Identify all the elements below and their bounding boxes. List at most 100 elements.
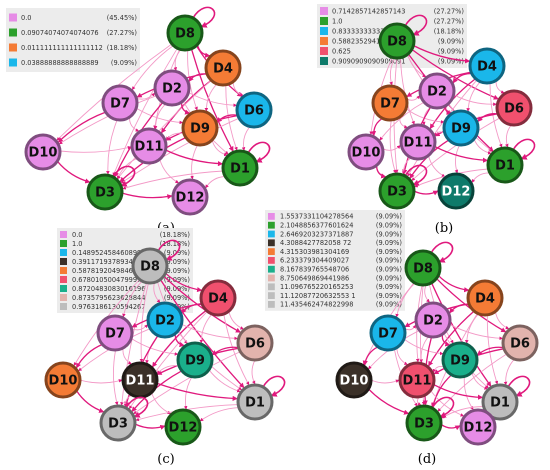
legend-label: 6.233379304409027 <box>280 257 349 265</box>
edge-D9-D1 <box>208 369 241 393</box>
node-d10: D10 <box>44 361 82 399</box>
legend-percentage: (9.09%) <box>376 248 402 256</box>
legend-swatch <box>268 230 275 238</box>
node-circle <box>204 49 242 87</box>
node-label: D10 <box>49 374 78 389</box>
legend-percentage: (27.27%) <box>434 7 464 15</box>
panel-b: 0.7142857142857143 (27.27%) 1.0 (27.27%) 0.8… <box>317 4 536 236</box>
edge-D4-D9 <box>464 313 479 344</box>
node-label: D1 <box>245 396 265 411</box>
node-circle <box>236 324 274 362</box>
node-label: D7 <box>378 327 398 342</box>
node-d3: D3 <box>99 396 149 442</box>
node-label: D9 <box>185 354 205 369</box>
node-d6: D6 <box>501 324 539 362</box>
legend-percentage: (27.27%) <box>434 17 464 25</box>
legend-swatch <box>268 239 275 247</box>
legend-label: 0.9763186130594267 <box>72 303 145 311</box>
legend-percentage: (9.09%) <box>376 274 402 282</box>
node-d11: D11 <box>398 361 436 399</box>
node-label: D4 <box>208 292 228 307</box>
legend-percentage: (9.09%) <box>376 239 402 247</box>
node-d2: D2 <box>414 301 452 339</box>
legend-label: 11.096765220165253 <box>280 283 353 291</box>
node-d3: D3 <box>378 164 428 210</box>
node-d7: D7 <box>96 314 134 352</box>
node-label: D10 <box>352 146 381 161</box>
node-label: D3 <box>95 186 115 201</box>
node-circle <box>153 69 191 107</box>
panel-caption: (b) <box>435 221 453 236</box>
legend-label: 11.435462474822998 <box>280 301 353 309</box>
self-loop <box>157 239 181 261</box>
node-d1: D1 <box>236 375 286 421</box>
legend-swatch <box>268 274 275 282</box>
node-circle <box>371 84 409 122</box>
edge-D7-D11 <box>396 347 408 366</box>
legend-swatch <box>60 285 67 292</box>
edge-D11-D12 <box>430 390 465 417</box>
legend-swatch <box>60 249 67 256</box>
node-circle <box>101 84 139 122</box>
edge-D2-D11 <box>419 336 429 363</box>
edge-D8-D7 <box>122 280 143 318</box>
legend-label: 0.011111111111111112 <box>21 44 103 52</box>
panel-c: 0.0 (18.18%) 1.0 (18.18%) 0.1489524584608998… <box>44 228 286 467</box>
legend-label: 0.625 <box>332 47 351 55</box>
legend: 0.0 (45.45%) 0.09074074074074076 (27.27%) 0.… <box>6 8 140 72</box>
node-d12: D12 <box>171 178 209 216</box>
legend-percentage: (9.09%) <box>376 301 402 309</box>
legend-background <box>265 210 405 311</box>
edge-D9-D12 <box>190 144 198 180</box>
node-label: D11 <box>126 374 155 389</box>
node-circle <box>99 404 137 442</box>
node-circle <box>442 109 480 147</box>
legend-percentage: (9.09%) <box>438 57 464 65</box>
edge-D6-D9 <box>476 346 504 356</box>
node-circle <box>369 314 407 352</box>
edge-D8-D7 <box>131 45 174 91</box>
legend-label: 8.167839765548706 <box>280 266 349 274</box>
edge-D4-D11 <box>427 310 475 367</box>
node-circle <box>181 109 219 147</box>
edge-D2-D9 <box>174 333 185 347</box>
legend-swatch <box>268 301 275 308</box>
edge-D4-D1 <box>225 84 238 151</box>
legend-background <box>57 228 193 313</box>
legend-percentage: (9.09%) <box>376 292 402 300</box>
node-d4: D4 <box>204 49 242 87</box>
edge-D4-D3 <box>407 79 478 177</box>
edge-D1-D12 <box>199 407 239 422</box>
legend-label: 4.3088427782058 72 <box>280 239 351 247</box>
node-circle <box>404 249 442 287</box>
node-circle <box>176 341 214 379</box>
legend-percentage: (9.09%) <box>376 283 402 291</box>
node-label: D8 <box>140 260 160 275</box>
node-d9: D9 <box>176 341 214 379</box>
edge-D7-D2 <box>131 324 148 331</box>
edge-D8-D1 <box>159 279 245 389</box>
legend-label: 0.8720483083016196 <box>72 285 145 293</box>
node-label: D1 <box>230 162 250 177</box>
node-label: D11 <box>403 374 432 389</box>
node-label: D8 <box>175 27 195 42</box>
node-label: D3 <box>387 185 407 200</box>
legend-percentage: (9.09%) <box>376 213 402 221</box>
self-loop <box>112 165 136 187</box>
legend-percentage: (9.09%) <box>438 37 464 45</box>
edge-D3-D12 <box>413 190 439 196</box>
edge-D6-D1 <box>503 358 515 386</box>
node-circle <box>146 301 184 339</box>
edge-D11-D12 <box>159 159 180 184</box>
edge-D6-D1 <box>251 359 256 385</box>
node-circle <box>378 172 416 210</box>
edge-D2-D10 <box>58 95 157 145</box>
edge-D7-D3 <box>106 119 118 175</box>
legend-percentage: (9.09%) <box>164 276 190 284</box>
edge-layer <box>56 43 251 200</box>
edge-D9-D12 <box>183 376 193 410</box>
edge-D11-D1 <box>433 383 484 400</box>
edge-D7-D3 <box>113 349 119 406</box>
legend-swatch <box>320 47 328 55</box>
legend-swatch <box>60 258 67 265</box>
